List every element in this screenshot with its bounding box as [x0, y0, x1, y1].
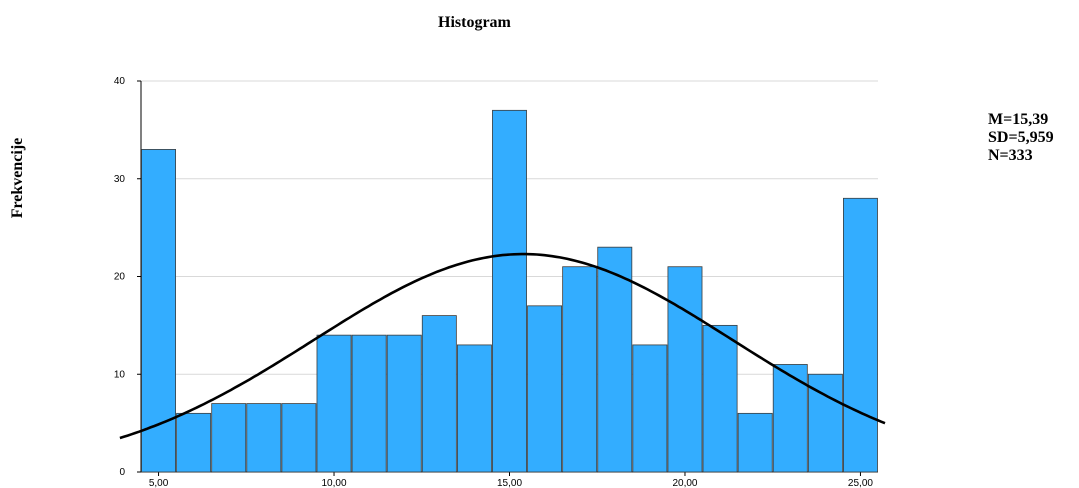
- x-tick-label: 5,00: [149, 478, 169, 488]
- histogram-bar: [772, 364, 808, 473]
- stats-box: M=15,39 SD=5,959 N=333: [988, 111, 1054, 165]
- histogram-bar: [176, 412, 212, 473]
- histogram-bar: [141, 149, 176, 473]
- histogram-bar: [702, 324, 738, 473]
- histogram-bar: [632, 344, 668, 473]
- y-tick-label: 0: [119, 467, 125, 478]
- histogram-bar: [843, 197, 878, 473]
- chart-title: Histogram: [438, 14, 511, 31]
- histogram-bar: [386, 334, 422, 473]
- histogram-bar: [421, 315, 457, 473]
- histogram-bar: [316, 334, 352, 473]
- normal-curve: [119, 252, 886, 440]
- histogram-bar: [597, 246, 633, 473]
- histogram-bar: [351, 334, 387, 473]
- histogram-bar: [527, 305, 563, 473]
- x-tick-label: 20,00: [672, 478, 697, 488]
- histogram-bar: [456, 344, 492, 473]
- x-tick-label: 25,00: [848, 478, 873, 488]
- x-tick-label: 10,00: [322, 478, 347, 488]
- histogram-bar: [562, 266, 598, 473]
- y-tick-label: 10: [114, 369, 126, 380]
- stat-mean: M=15,39: [988, 111, 1049, 128]
- histogram-bar: [246, 403, 282, 473]
- histogram-bar: [737, 412, 773, 473]
- histogram-bar: [281, 403, 317, 473]
- y-tick-label: 20: [114, 272, 126, 283]
- histogram-bar: [492, 109, 527, 473]
- histogram-bar: [667, 266, 703, 473]
- histogram-bar: [211, 403, 247, 473]
- stat-n: N=333: [988, 147, 1033, 164]
- y-tick-label: 30: [114, 174, 126, 185]
- y-tick-label: 40: [114, 76, 126, 87]
- stat-sd: SD=5,959: [988, 129, 1054, 146]
- x-tick-label: 15,00: [497, 478, 522, 488]
